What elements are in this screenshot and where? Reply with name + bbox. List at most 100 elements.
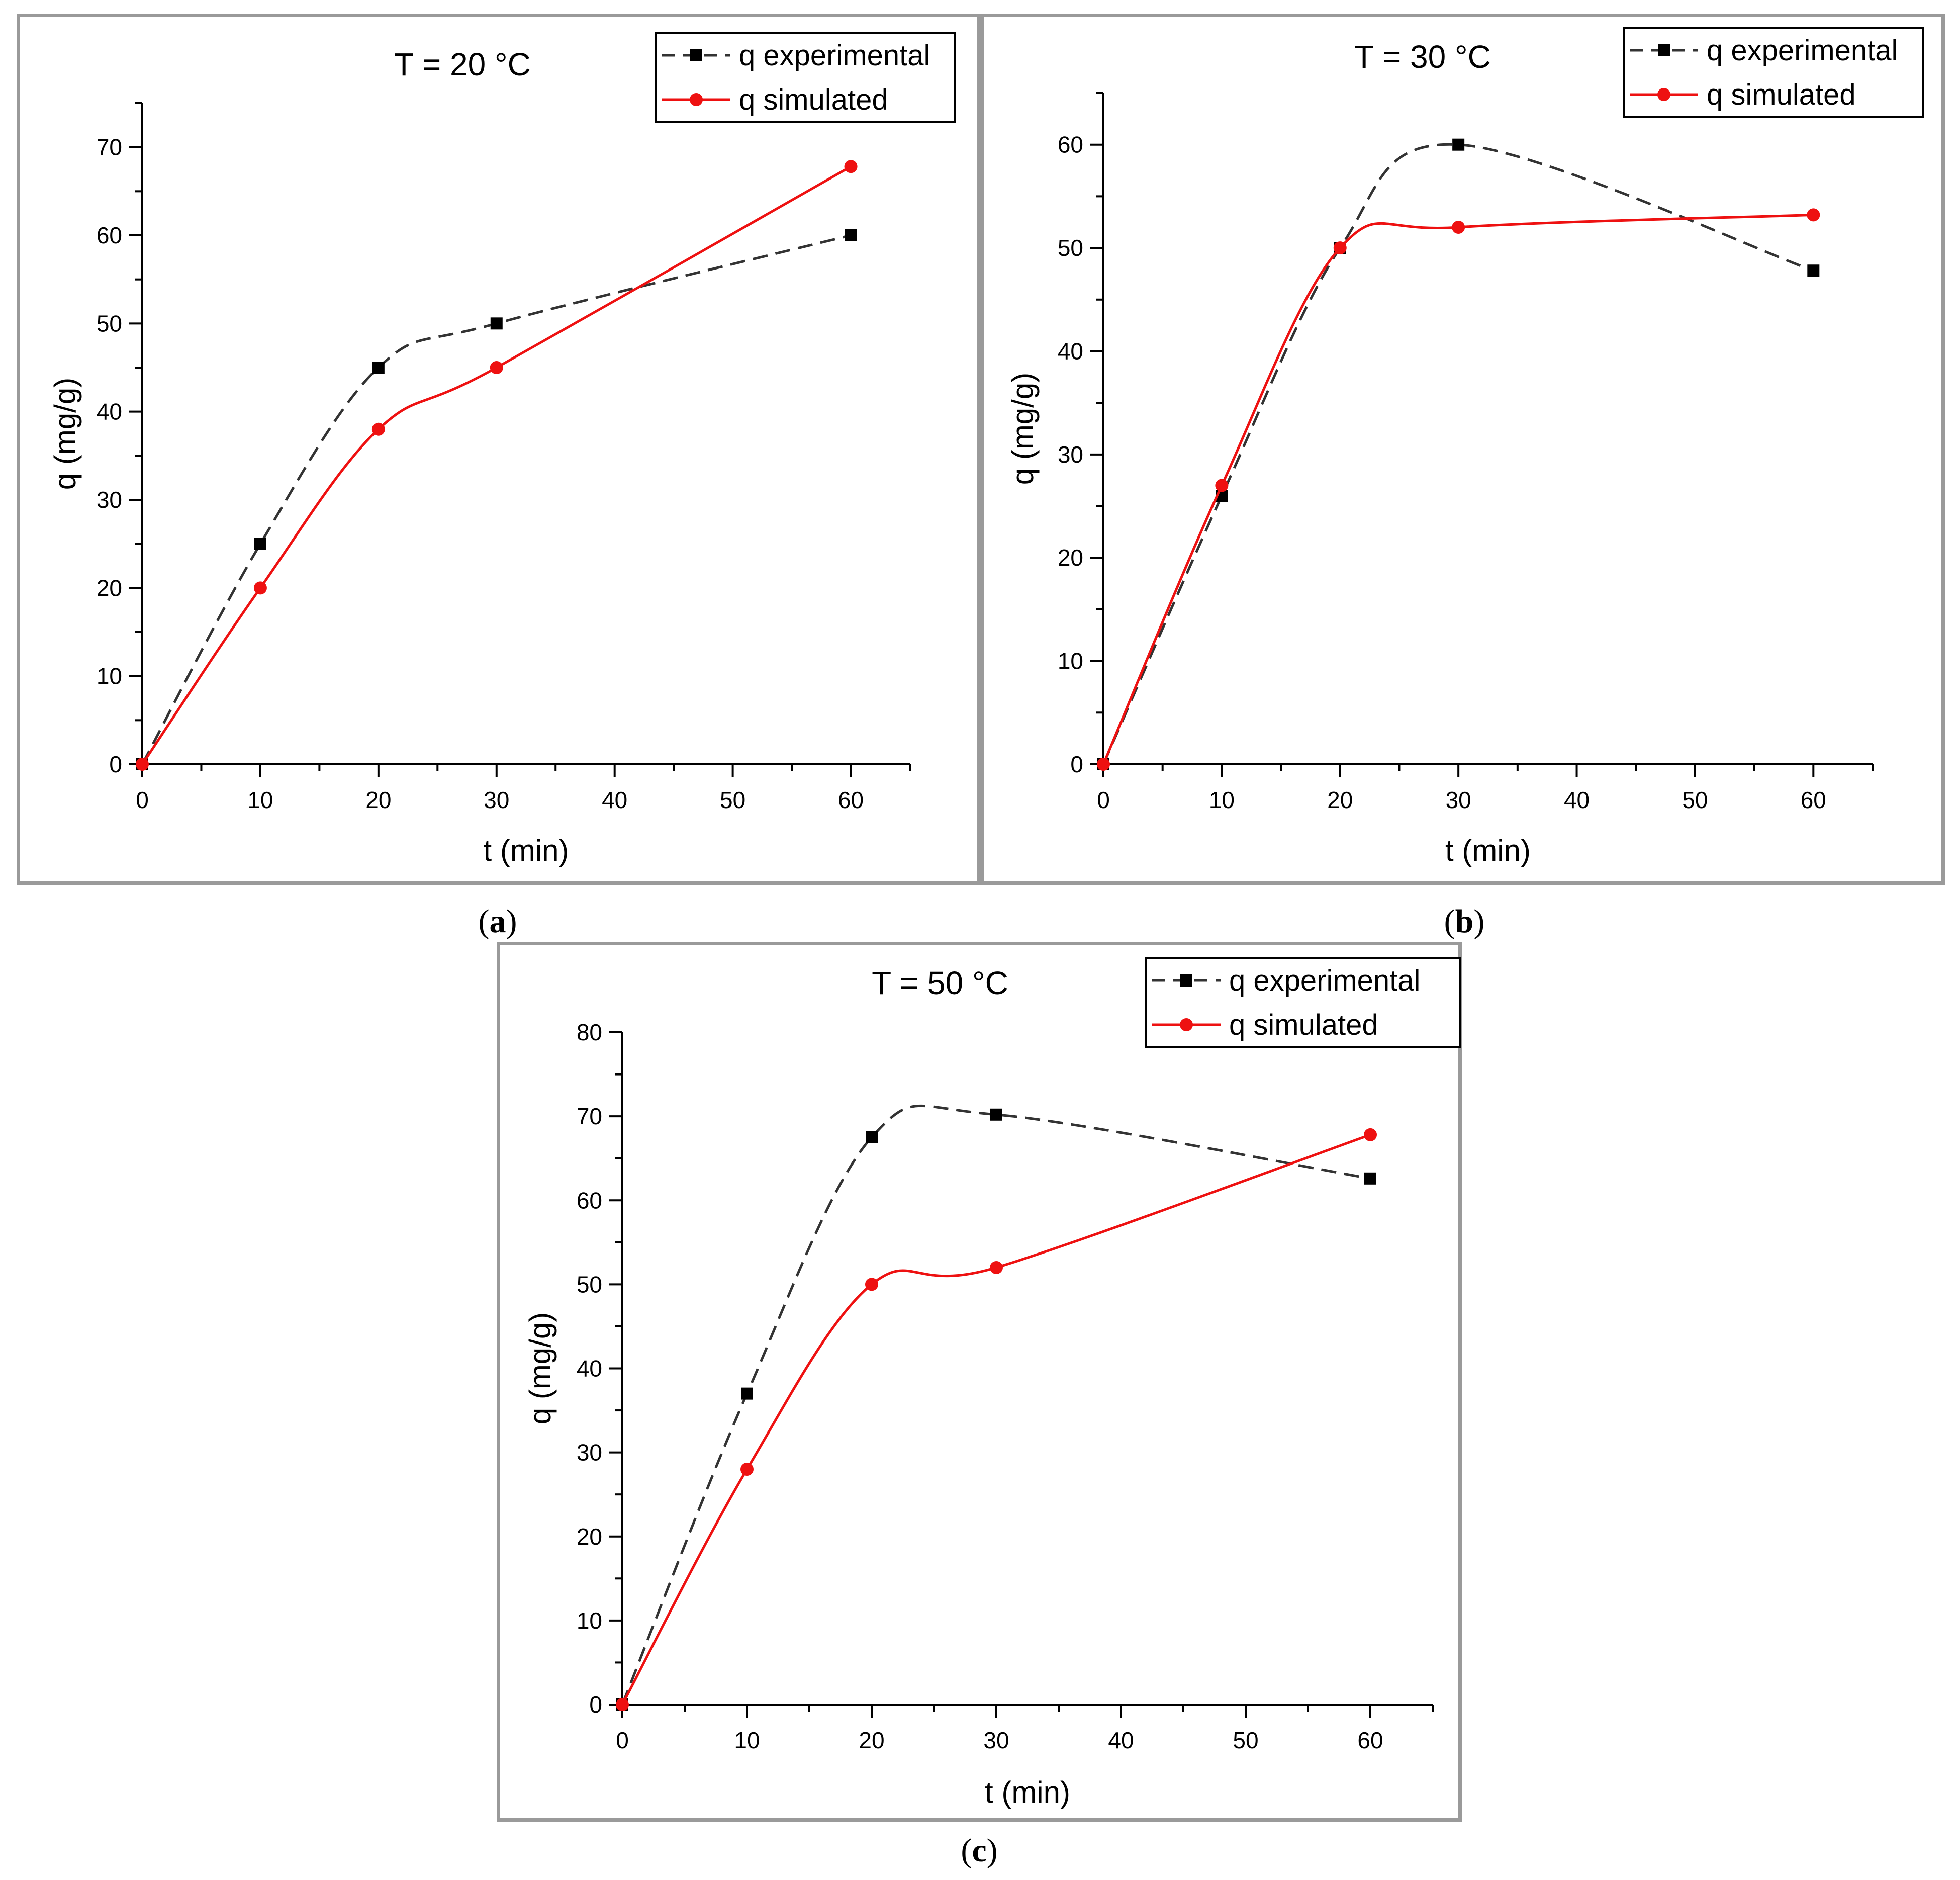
panel-b-y-tick-label: 20	[1058, 545, 1083, 571]
panel-c-simulated-point	[1364, 1128, 1377, 1141]
panel-a-legend-label: q simulated	[739, 83, 888, 116]
panel-a-x-tick-label: 20	[365, 787, 391, 813]
panel-b-x-tick-label: 40	[1564, 787, 1590, 813]
panel-c-x-tick-label: 10	[734, 1727, 760, 1753]
panel-b-y-axis-label: q (mg/g)	[1006, 373, 1040, 485]
panel-b-x-tick-label: 10	[1209, 787, 1235, 813]
panel-c-x-tick-label: 0	[616, 1727, 629, 1753]
panel-c-y-tick-label: 10	[577, 1607, 602, 1634]
panel-c-legend-label: q experimental	[1229, 964, 1420, 997]
panel-c-y-tick-label: 0	[589, 1691, 602, 1718]
panel-a-experimental-point	[254, 538, 266, 550]
panel-a-simulated-series-line	[141, 165, 852, 765]
panel-c-experimental-point	[990, 1108, 1002, 1121]
panel-a-y-tick-label: 40	[97, 399, 122, 425]
panel-b-y-tick-label: 60	[1058, 132, 1083, 158]
panel-c-y-tick-label: 50	[577, 1271, 602, 1297]
panel-a-x-tick-label: 30	[484, 787, 509, 813]
panel-a-simulated-point	[136, 758, 149, 771]
panel-b-y-tick-label: 30	[1058, 441, 1083, 468]
panel-a-title: T = 20 °C	[394, 46, 531, 82]
panel-a-simulated-point	[490, 361, 503, 374]
panel-b-experimental-point	[1807, 264, 1820, 277]
panel-a-y-tick-label: 30	[97, 487, 122, 513]
panel-a-legend-label: q experimental	[739, 39, 930, 72]
caption-c: (c)	[961, 1832, 998, 1869]
panel-c-experimental-point	[1364, 1172, 1376, 1185]
panel-a-y-tick-label: 60	[97, 222, 122, 248]
panel-a-simulated-point	[253, 581, 267, 595]
panel-b-x-tick-label: 30	[1446, 787, 1471, 813]
panel-b-legend-label: q experimental	[1707, 34, 1898, 67]
panel-c-y-axis-label: q (mg/g)	[523, 1312, 557, 1424]
panel-c-x-tick-label: 30	[983, 1727, 1009, 1753]
panel-c-simulated-point	[616, 1698, 629, 1711]
panel-c-y-tick-label: 30	[577, 1440, 602, 1466]
panel-a-simulated-point	[371, 422, 385, 436]
panel-b-simulated-point	[1215, 479, 1229, 492]
panel-a-experimental-point	[490, 317, 503, 330]
panel-a-y-tick-label: 0	[109, 751, 122, 777]
panel-c-y-tick-label: 40	[577, 1356, 602, 1382]
panel-b-experimental-point	[1452, 138, 1465, 151]
panel-a-y-tick-label: 20	[97, 575, 122, 601]
panel-c-y-tick-label: 70	[577, 1103, 602, 1129]
panel-c-simulated-point	[990, 1261, 1003, 1274]
panel-a-y-tick-label: 70	[97, 134, 122, 160]
panel-b-y-tick-label: 40	[1058, 338, 1083, 364]
panel-b-x-tick-label: 60	[1801, 787, 1826, 813]
panel-a-experimental-point	[372, 362, 385, 374]
panel-c-experimental-series-line	[621, 1105, 1371, 1705]
panel-a-legend-square-marker	[690, 49, 702, 61]
panel-b-legend-label: q simulated	[1707, 78, 1856, 111]
panel-c-legend-circle-marker	[1180, 1018, 1193, 1031]
panel-a-frame	[17, 14, 981, 885]
panel-b-legend-square-marker	[1658, 44, 1670, 56]
panel-a-x-tick-label: 50	[720, 787, 745, 813]
panel-b-y-tick-label: 50	[1058, 235, 1083, 261]
caption-a-letter: a	[489, 903, 506, 940]
panel-a-x-tick-label: 10	[247, 787, 273, 813]
panel-b-x-axis-label: t (min)	[1445, 834, 1531, 867]
panel-a-x-tick-label: 0	[136, 787, 149, 813]
panel-b-x-tick-label: 20	[1327, 787, 1353, 813]
panel-c-frame	[497, 942, 1462, 1822]
panel-c-x-tick-label: 20	[859, 1727, 884, 1753]
panel-b-legend-box	[1623, 27, 1924, 118]
panel-c-x-tick-label: 60	[1357, 1727, 1383, 1753]
panel-c-legend-square-marker	[1180, 974, 1192, 987]
panel-a-legend-circle-marker	[690, 93, 703, 106]
panel-b-x-tick-label: 0	[1097, 787, 1110, 813]
panel-a-simulated-point	[844, 160, 858, 173]
panel-a-legend-box	[655, 32, 956, 123]
panel-a-x-axis-label: t (min)	[484, 834, 569, 867]
panel-c-title: T = 50 °C	[872, 965, 1008, 1001]
panel-b-frame	[981, 14, 1945, 885]
panel-a-y-tick-label: 10	[97, 663, 122, 689]
panel-c-y-tick-label: 80	[577, 1019, 602, 1045]
panel-b-y-tick-label: 10	[1058, 648, 1083, 674]
panel-a-y-axis-label: q (mg/g)	[48, 378, 82, 490]
panel-a-y-tick-label: 50	[97, 310, 122, 336]
panel-c-x-tick-label: 50	[1233, 1727, 1258, 1753]
caption-c-letter: c	[972, 1832, 987, 1869]
panel-b-simulated-point	[1452, 221, 1465, 234]
caption-b-letter: b	[1455, 903, 1474, 940]
panel-a-x-tick-label: 40	[602, 787, 627, 813]
panel-c-simulated-point	[740, 1463, 754, 1476]
panel-c-x-axis-label: t (min)	[985, 1775, 1070, 1809]
panel-c-y-tick-label: 20	[577, 1524, 602, 1550]
panel-b-y-tick-label: 0	[1070, 751, 1083, 777]
panel-c-simulated-point	[865, 1278, 878, 1291]
panel-c-x-tick-label: 40	[1108, 1727, 1134, 1753]
panel-c-y-tick-label: 60	[577, 1187, 602, 1213]
panel-b-title: T = 30 °C	[1354, 39, 1491, 75]
panel-c-experimental-point	[866, 1131, 878, 1143]
panel-c-experimental-point	[741, 1387, 753, 1400]
panel-b-simulated-point	[1333, 241, 1347, 255]
panel-a-x-tick-label: 60	[838, 787, 864, 813]
panel-c-legend-box	[1145, 957, 1461, 1048]
